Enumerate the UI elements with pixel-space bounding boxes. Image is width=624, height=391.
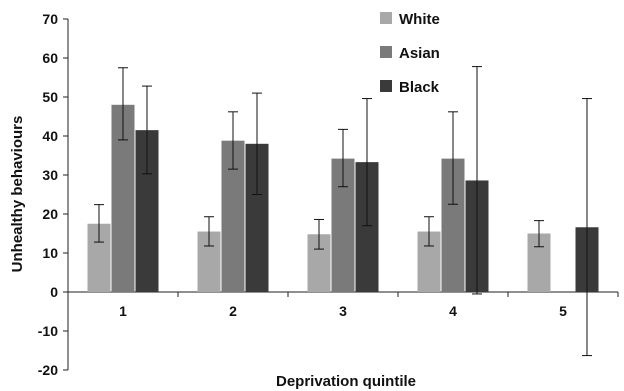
y-tick-label: -20 <box>38 362 58 378</box>
y-tick-label: 0 <box>50 284 58 300</box>
bar-black <box>135 130 159 292</box>
bar-asian <box>221 140 245 292</box>
y-tick-label: 50 <box>42 89 58 105</box>
x-tick-label: 4 <box>449 303 457 319</box>
bar-asian <box>111 104 135 292</box>
bar-white <box>87 223 111 292</box>
y-tick-label: 30 <box>42 167 58 183</box>
bar-black <box>245 143 269 292</box>
x-tick-label: 3 <box>339 303 347 319</box>
y-tick-label: -10 <box>38 323 58 339</box>
legend-swatch-black <box>380 80 392 92</box>
bar-white <box>527 233 551 292</box>
legend-label-white: White <box>399 11 440 28</box>
x-axis-title: Deprivation quintile <box>276 373 416 390</box>
legend-label-asian: Asian <box>399 45 440 62</box>
y-tick-label: 70 <box>42 11 58 27</box>
bar-white <box>197 231 221 292</box>
bar-white <box>307 234 331 292</box>
legend-swatch-asian <box>380 46 392 58</box>
x-tick-label: 1 <box>119 303 127 319</box>
y-tick-label: 10 <box>42 245 58 261</box>
legend-swatch-white <box>380 12 392 24</box>
legend-label-black: Black <box>399 79 440 96</box>
y-tick-label: 40 <box>42 128 58 144</box>
x-tick-label: 5 <box>559 303 567 319</box>
bar-black <box>355 162 379 292</box>
y-tick-label: 60 <box>42 50 58 66</box>
x-tick-label: 2 <box>229 303 237 319</box>
y-axis-title: Unhealthy behaviours <box>9 116 26 273</box>
bar-white <box>417 231 441 292</box>
bar-asian <box>441 158 465 292</box>
bar-asian <box>331 158 355 292</box>
y-tick-label: 20 <box>42 206 58 222</box>
